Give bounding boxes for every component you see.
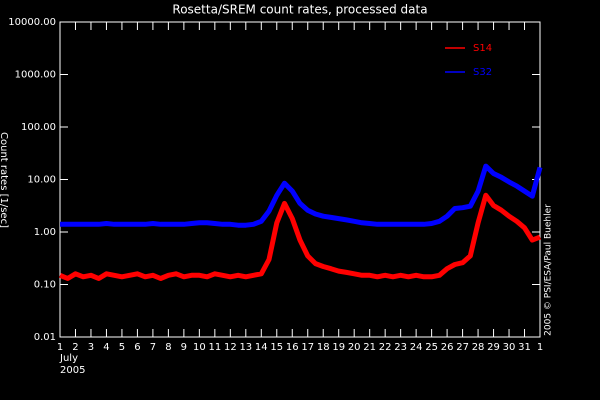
x-tick-label: 1 — [57, 342, 63, 353]
x-tick-label: 20 — [348, 342, 361, 353]
x-tick-label: 1 — [537, 342, 543, 353]
x-tick-label: 24 — [410, 342, 423, 353]
series-line — [59, 192, 541, 281]
x-tick-label: 31 — [518, 342, 531, 353]
chart-title: Rosetta/SREM count rates, processed data — [172, 3, 427, 17]
credit: 2005 © PSI/ESA/Paul Buehler — [544, 204, 554, 336]
x-tick-label: 19 — [332, 342, 345, 353]
x-tick-label: 21 — [363, 342, 376, 353]
x-tick-label: 2 — [72, 342, 78, 353]
x-tick-label: 4 — [103, 342, 109, 353]
y-tick-label: 0.01 — [34, 332, 56, 343]
series-line — [60, 163, 543, 228]
x-tick-label: 23 — [394, 342, 407, 353]
x-tick-label: 22 — [379, 342, 392, 353]
x-tick-label: 13 — [239, 342, 252, 353]
plot-frame — [59, 21, 541, 338]
y-axis-label: Count rates [1/sec] — [0, 132, 9, 228]
legend-label: S14 — [473, 43, 492, 54]
x-tick-label: 17 — [301, 342, 314, 353]
x-tick-label: 29 — [487, 342, 500, 353]
y-tick-label: 10000.00 — [8, 17, 56, 28]
y-tick-label: 1000.00 — [15, 70, 56, 81]
x-tick-label: 10 — [193, 342, 206, 353]
x-tick-label: 25 — [425, 342, 438, 353]
x-tick-label: 5 — [119, 342, 125, 353]
x-tick-label: 28 — [472, 342, 485, 353]
x-tick-label: 12 — [224, 342, 237, 353]
x-axis-year: 2005 — [60, 365, 85, 376]
y-tick-label: 100.00 — [21, 122, 56, 133]
x-tick-label: 14 — [255, 342, 268, 353]
x-tick-label: 26 — [441, 342, 454, 353]
y-tick-label: 10.00 — [27, 175, 56, 186]
x-tick-label: 15 — [270, 342, 283, 353]
y-tick-label: 1.00 — [34, 227, 56, 238]
legend-label: S32 — [473, 67, 492, 78]
x-tick-label: 27 — [456, 342, 469, 353]
x-tick-label: 3 — [88, 342, 94, 353]
x-tick-label: 7 — [150, 342, 156, 353]
x-tick-label: 30 — [503, 342, 516, 353]
x-tick-label: 16 — [286, 342, 299, 353]
x-axis-month: July — [59, 353, 78, 364]
y-tick-label: 0.10 — [34, 280, 56, 291]
x-tick-label: 9 — [181, 342, 187, 353]
x-tick-label: 8 — [165, 342, 171, 353]
x-tick-label: 11 — [208, 342, 221, 353]
x-tick-label: 18 — [317, 342, 330, 353]
x-tick-label: 6 — [134, 342, 140, 353]
